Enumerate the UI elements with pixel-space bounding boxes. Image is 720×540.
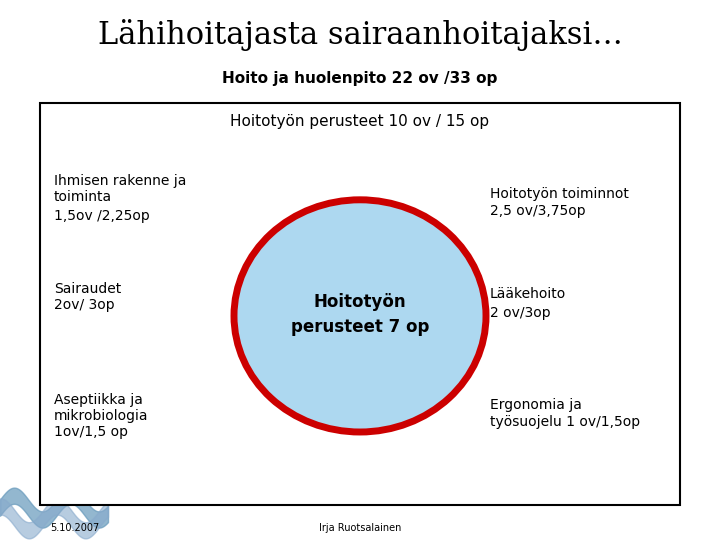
Text: 5.10.2007: 5.10.2007 <box>50 523 99 533</box>
Text: 2 ov/3op: 2 ov/3op <box>490 306 550 320</box>
Text: Hoitotyön toiminnot: Hoitotyön toiminnot <box>490 187 629 201</box>
Text: Lääkehoito: Lääkehoito <box>490 287 566 301</box>
Text: 1,5ov /2,25op: 1,5ov /2,25op <box>54 209 150 223</box>
Text: 2,5 ov/3,75op: 2,5 ov/3,75op <box>490 204 585 218</box>
Text: Irja Ruotsalainen: Irja Ruotsalainen <box>319 523 401 533</box>
Text: Ihmisen rakenne ja: Ihmisen rakenne ja <box>54 174 186 188</box>
Bar <box>40 103 680 505</box>
Text: Hoito ja huolenpito 22 ov /33 op: Hoito ja huolenpito 22 ov /33 op <box>222 71 498 86</box>
Text: Hoitotyön perusteet 10 ov / 15 op: Hoitotyön perusteet 10 ov / 15 op <box>230 114 490 129</box>
Text: perusteet 7 op: perusteet 7 op <box>291 318 429 336</box>
Text: työsuojelu 1 ov/1,5op: työsuojelu 1 ov/1,5op <box>490 415 640 429</box>
Text: mikrobiologia: mikrobiologia <box>54 409 148 423</box>
Text: toiminta: toiminta <box>54 190 112 204</box>
Text: 1ov/1,5 op: 1ov/1,5 op <box>54 425 128 439</box>
Text: Hoitotyön: Hoitotyön <box>314 293 406 312</box>
Text: Ergonomia ja: Ergonomia ja <box>490 398 582 412</box>
Text: 2ov/ 3op: 2ov/ 3op <box>54 298 114 312</box>
Ellipse shape <box>234 200 486 432</box>
Text: Aseptiikka ja: Aseptiikka ja <box>54 393 143 407</box>
Text: Sairaudet: Sairaudet <box>54 282 121 296</box>
Text: Lähihoitajasta sairaanhoitajaksi…: Lähihoitajasta sairaanhoitajaksi… <box>98 19 622 51</box>
